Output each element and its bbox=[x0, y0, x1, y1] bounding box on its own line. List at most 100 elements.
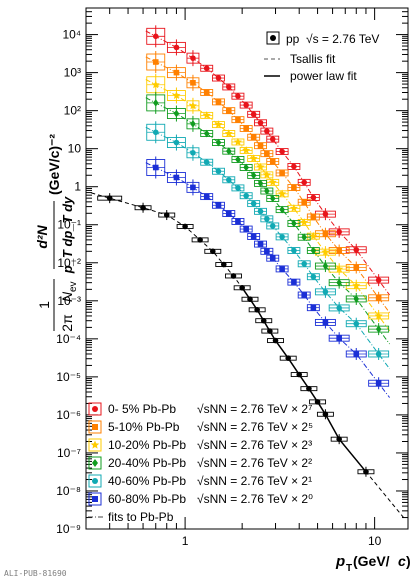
legend-centrality: 5-10% Pb-Pb bbox=[108, 420, 180, 434]
data-point bbox=[267, 328, 273, 334]
data-point bbox=[322, 262, 329, 270]
data-point bbox=[163, 212, 170, 218]
data-point bbox=[353, 295, 360, 303]
data-point bbox=[310, 246, 317, 255]
data-point bbox=[375, 325, 382, 333]
data-point bbox=[230, 273, 237, 279]
x-axis-title: p T (GeV/ c ) bbox=[335, 553, 411, 574]
data-point bbox=[250, 171, 257, 180]
x-tick-label: 10 bbox=[368, 534, 382, 548]
data-point bbox=[301, 179, 307, 186]
legend-pp-marker-box bbox=[266, 31, 280, 45]
data-point bbox=[235, 155, 241, 164]
x-title-unit-c: c bbox=[398, 553, 406, 569]
y-tick-labels: 10⁴ 10³ 10² 10 1 10⁻¹ 10⁻² 10⁻³ 10⁻⁴ 10⁻⁵ 10⁻⁶ 10⁻⁷… bbox=[56, 28, 81, 536]
data-point bbox=[243, 226, 249, 232]
data-point bbox=[225, 176, 232, 183]
data-point bbox=[203, 129, 210, 138]
axis-ticks bbox=[85, 7, 408, 530]
data-point bbox=[278, 189, 287, 198]
data-point bbox=[300, 218, 309, 226]
data-point bbox=[264, 150, 270, 157]
data-point bbox=[353, 351, 360, 357]
data-point bbox=[257, 208, 264, 215]
data-point bbox=[375, 294, 382, 301]
y-title-N: N bbox=[59, 291, 75, 302]
data-point bbox=[224, 129, 233, 137]
x-title-sub: T bbox=[346, 563, 352, 574]
fit-curve bbox=[145, 97, 391, 345]
data-point bbox=[243, 125, 249, 132]
legend-energy: √sNN = 2.76 TeV × 2³ bbox=[197, 438, 312, 452]
x-title-unit-close: ) bbox=[406, 553, 411, 569]
data-point bbox=[352, 281, 361, 290]
data-point bbox=[197, 237, 203, 243]
data-point bbox=[322, 411, 329, 418]
data-point bbox=[279, 170, 285, 176]
data-point bbox=[235, 185, 241, 191]
legend-marker bbox=[92, 424, 98, 430]
y-tick-label: 10³ bbox=[64, 66, 81, 80]
x-title-unit-open: (GeV/ bbox=[353, 553, 390, 569]
legend-marker-box bbox=[88, 456, 102, 470]
data-point bbox=[215, 138, 222, 147]
data-point bbox=[272, 337, 279, 344]
data-point bbox=[291, 184, 297, 191]
data-point bbox=[190, 55, 196, 61]
data-point bbox=[279, 148, 285, 155]
data-point bbox=[301, 233, 307, 242]
data-point bbox=[260, 317, 267, 324]
y-tick-label: 10⁻⁴ bbox=[56, 332, 81, 346]
data-point bbox=[306, 385, 312, 392]
data-point bbox=[353, 246, 360, 253]
fit-curve bbox=[145, 126, 391, 370]
data-point bbox=[257, 142, 264, 149]
y-tick-label: 10⁻⁷ bbox=[57, 446, 81, 460]
data-point bbox=[309, 231, 318, 240]
data-point bbox=[269, 255, 276, 261]
data-point bbox=[310, 304, 317, 311]
legend-powerlaw-label: power law fit bbox=[290, 69, 357, 83]
data-point bbox=[225, 107, 232, 114]
data-point bbox=[264, 216, 270, 222]
data-point bbox=[203, 193, 210, 200]
x-title-p: p bbox=[335, 553, 345, 570]
data-point bbox=[279, 266, 285, 272]
data-point bbox=[336, 335, 342, 341]
legend-marker bbox=[90, 440, 100, 449]
data-point bbox=[250, 200, 257, 207]
y-title-units: (GeV/c)⁻² bbox=[46, 134, 62, 195]
data-point bbox=[243, 163, 249, 172]
data-point bbox=[322, 319, 329, 326]
data-point bbox=[257, 179, 264, 188]
data-point bbox=[353, 320, 360, 327]
legend-centrality: 10-20% Pb-Pb bbox=[108, 438, 186, 452]
legend-marker-box bbox=[88, 402, 102, 416]
data-point bbox=[225, 147, 232, 155]
data-markers bbox=[106, 33, 383, 475]
legend-marker bbox=[92, 478, 98, 484]
data-point bbox=[225, 84, 232, 90]
data-point bbox=[182, 223, 188, 230]
legend-centrality: 60-80% Pb-Pb bbox=[108, 492, 186, 506]
data-point bbox=[254, 307, 260, 313]
data-point bbox=[336, 278, 342, 287]
y-tick-label: 10⁻² bbox=[57, 256, 81, 270]
legend-pp-label: pp bbox=[286, 32, 300, 46]
data-point bbox=[269, 136, 276, 142]
legend-marker-box bbox=[88, 420, 102, 434]
data-point bbox=[250, 233, 257, 240]
data-point bbox=[203, 89, 210, 96]
data-point bbox=[225, 210, 232, 217]
y-tick-label: 10⁻⁵ bbox=[56, 370, 81, 384]
data-point bbox=[264, 187, 270, 195]
y-tick-label: 10⁻⁶ bbox=[56, 408, 81, 422]
data-point bbox=[310, 194, 317, 201]
data-point bbox=[310, 214, 317, 220]
legend-pbpb: 0- 5% Pb-Pb √sNN = 2.76 TeV × 2⁷ 5-10% Pb-… bbox=[88, 402, 313, 506]
data-point bbox=[279, 205, 285, 214]
data-point bbox=[152, 59, 159, 65]
data-point bbox=[301, 260, 307, 267]
data-point bbox=[257, 241, 264, 247]
